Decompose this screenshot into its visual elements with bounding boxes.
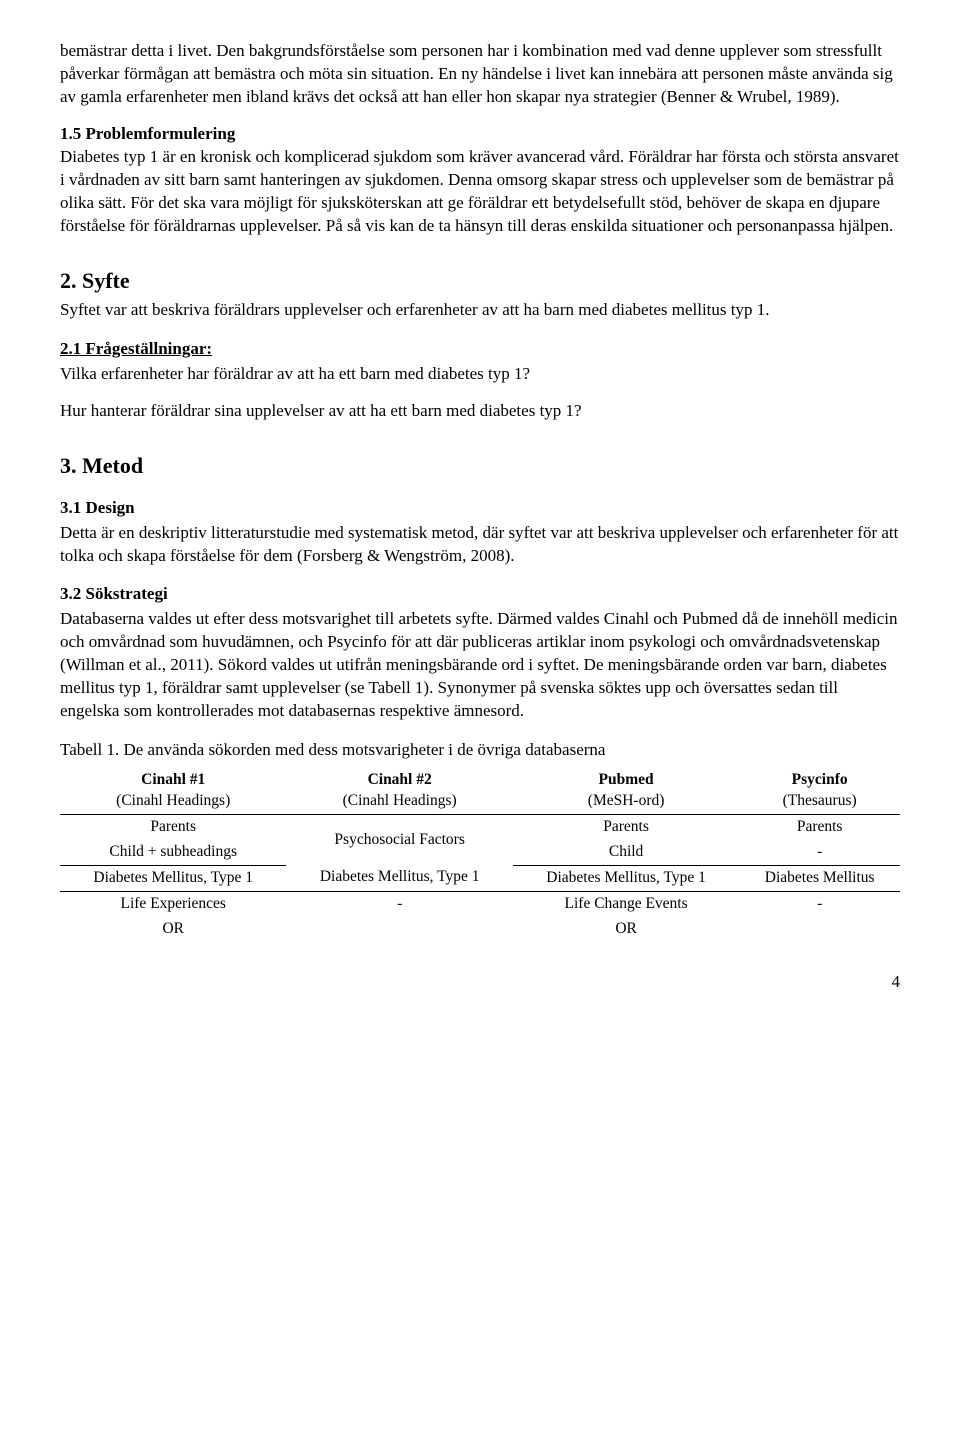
table-cell: Diabetes Mellitus, Type 1 — [286, 865, 512, 891]
table-cell: - — [286, 891, 512, 916]
table-row: Life Experiences - Life Change Events - — [60, 891, 900, 916]
table-cell — [739, 917, 900, 942]
paragraph-intro: bemästrar detta i livet. Den bakgrundsfö… — [60, 40, 900, 109]
table-header-cell: Psycinfo (Thesaurus) — [739, 768, 900, 814]
table-cell: OR — [60, 917, 286, 942]
table-cell: - — [739, 840, 900, 865]
table-1-caption: Tabell 1. De använda sökorden med dess m… — [60, 739, 900, 762]
table-cell: Parents — [60, 814, 286, 839]
table-cell — [286, 917, 512, 942]
table-cell: Diabetes Mellitus, Type 1 — [60, 865, 286, 891]
table-cell: Child + subheadings — [60, 840, 286, 865]
table-cell: OR — [513, 917, 739, 942]
section-3-2-body: Databaserna valdes ut efter dess motsvar… — [60, 608, 900, 723]
section-2-body: Syftet var att beskriva föräldrars upple… — [60, 299, 900, 322]
section-3-2-title: 3.2 Sökstrategi — [60, 583, 900, 606]
question-1: Vilka erfarenheter har föräldrar av att … — [60, 363, 900, 386]
page-number: 4 — [60, 971, 900, 994]
table-cell: Parents — [739, 814, 900, 839]
section-2-1-title: 2.1 Frågeställningar: — [60, 338, 900, 361]
section-1-5-title: 1.5 Problemformulering — [60, 124, 235, 143]
question-2: Hur hanterar föräldrar sina upplevelser … — [60, 400, 900, 423]
table-cell: - — [739, 891, 900, 916]
table-cell: Parents — [513, 814, 739, 839]
section-3-1-title: 3.1 Design — [60, 497, 900, 520]
table-row: Parents Psychosocial Factors Parents Par… — [60, 814, 900, 839]
table-row: OR OR — [60, 917, 900, 942]
section-1-5-body: Diabetes typ 1 är en kronisk och komplic… — [60, 147, 899, 235]
section-2-heading: 2. Syfte — [60, 266, 900, 296]
table-header-cell: Cinahl #2 (Cinahl Headings) — [286, 768, 512, 814]
table-header-cell: Pubmed (MeSH-ord) — [513, 768, 739, 814]
table-header-cell: Cinahl #1 (Cinahl Headings) — [60, 768, 286, 814]
table-cell: Life Experiences — [60, 891, 286, 916]
table-cell: Life Change Events — [513, 891, 739, 916]
section-3-heading: 3. Metod — [60, 451, 900, 481]
table-cell: Diabetes Mellitus — [739, 865, 900, 891]
table-cell: Psychosocial Factors — [286, 814, 512, 865]
table-header-row: Cinahl #1 (Cinahl Headings) Cinahl #2 (C… — [60, 768, 900, 814]
section-3-1-body: Detta är en deskriptiv litteraturstudie … — [60, 522, 900, 568]
table-cell: Diabetes Mellitus, Type 1 — [513, 865, 739, 891]
table-row: Diabetes Mellitus, Type 1 Diabetes Melli… — [60, 865, 900, 891]
table-cell: Child — [513, 840, 739, 865]
search-terms-table: Cinahl #1 (Cinahl Headings) Cinahl #2 (C… — [60, 768, 900, 941]
section-1-5: 1.5 Problemformulering Diabetes typ 1 är… — [60, 123, 900, 238]
